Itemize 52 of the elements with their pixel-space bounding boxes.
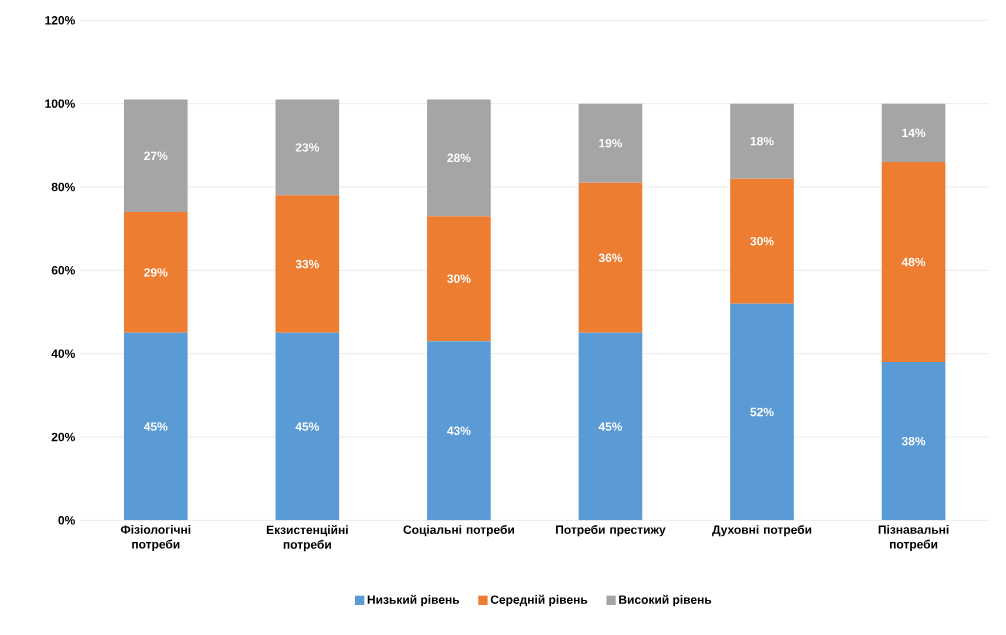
bar xyxy=(578,103,643,183)
x-tick-label: Пізнавальні потреби xyxy=(878,525,949,551)
data-label: 52% xyxy=(750,407,774,417)
bar xyxy=(275,99,340,196)
data-label: 38% xyxy=(901,436,926,446)
bar xyxy=(427,99,491,217)
y-tick-label: 0% xyxy=(58,516,75,525)
bar xyxy=(730,103,794,179)
x-tick-label: Фізіологічні потреби xyxy=(120,525,191,551)
bar xyxy=(578,182,643,333)
data-label: 14% xyxy=(902,128,926,138)
bar xyxy=(881,362,946,521)
bar xyxy=(730,303,794,521)
x-tick-label: Екзистенційні потреби xyxy=(266,525,348,552)
x-tick-label: Духовні потреби xyxy=(712,525,812,537)
data-label: 48% xyxy=(901,257,926,267)
bar xyxy=(123,99,188,212)
x-tick-label: Потреби престижу xyxy=(556,525,666,537)
data-label: 30% xyxy=(447,274,471,283)
bar xyxy=(123,212,188,333)
bar xyxy=(275,195,340,333)
data-label: 43% xyxy=(447,426,471,435)
data-label: 36% xyxy=(598,253,623,263)
data-label: 29% xyxy=(144,268,168,277)
data-label: 45% xyxy=(295,422,320,431)
bar xyxy=(578,332,643,521)
legend-label: Середній рівень xyxy=(490,594,588,607)
y-tick-label: 120% xyxy=(45,16,75,25)
bar xyxy=(427,216,491,342)
bar xyxy=(123,332,188,521)
data-label: 23% xyxy=(295,143,320,152)
data-label: 30% xyxy=(750,236,774,246)
data-label: 27% xyxy=(144,151,168,160)
data-label: 18% xyxy=(750,136,774,146)
data-label: 28% xyxy=(447,153,471,163)
data-label: 33% xyxy=(295,259,320,269)
data-label: 19% xyxy=(599,138,623,148)
y-tick-label: 80% xyxy=(51,182,75,192)
legend-label: Низький рівень xyxy=(367,594,460,607)
bar xyxy=(881,103,946,162)
data-label: 45% xyxy=(598,422,623,431)
bar xyxy=(275,332,340,521)
bar xyxy=(730,178,794,304)
data-label: 45% xyxy=(143,422,168,431)
x-tick-label: Соціальні потреби xyxy=(403,525,514,537)
bar xyxy=(427,341,491,521)
y-tick-label: 60% xyxy=(51,266,75,275)
bar xyxy=(881,162,946,362)
y-tick-label: 20% xyxy=(51,432,75,442)
y-tick-label: 100% xyxy=(45,99,75,108)
y-tick-label: 40% xyxy=(51,349,75,358)
legend-label: Високий рівень xyxy=(619,594,712,607)
